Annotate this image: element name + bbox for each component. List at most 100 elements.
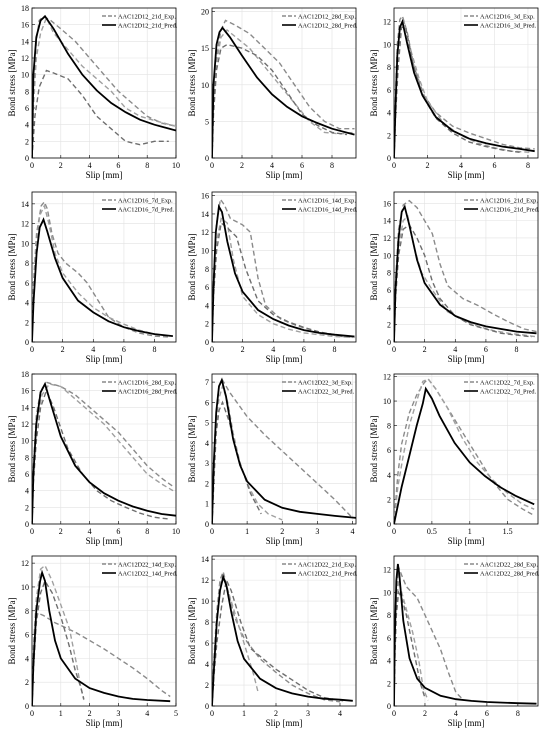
chart-panel: 0 2 4 6 8 0 2 4 6 8 10 12 14 16 Slip [mm] Bond stress [… bbox=[187, 191, 358, 364]
y-tick-label: 10 bbox=[21, 71, 29, 80]
y-tick-label: 18 bbox=[21, 370, 29, 379]
exp-series-line bbox=[394, 590, 426, 706]
y-tick-label: 6 bbox=[25, 470, 29, 479]
y-axis-label: Bond stress [MPa] bbox=[7, 233, 17, 300]
y-tick-label: 2 bbox=[387, 131, 391, 140]
y-tick-label: 10 bbox=[383, 251, 391, 260]
pred-series-line bbox=[32, 14, 176, 158]
x-tick-label: 2 bbox=[59, 527, 63, 536]
exp-series-line bbox=[394, 14, 535, 158]
plot-frame bbox=[211, 373, 357, 525]
y-tick-label: 0 bbox=[25, 154, 29, 163]
y-tick-label: 2 bbox=[25, 318, 29, 327]
legend-exp-label: AAC12D16_14d_Exp. bbox=[298, 198, 356, 205]
x-tick-label: 0 bbox=[30, 161, 34, 170]
x-tick-label: 2 bbox=[274, 709, 278, 718]
x-tick-label: 6 bbox=[116, 527, 120, 536]
y-tick-label: 16 bbox=[21, 21, 29, 30]
y-tick-label: 6 bbox=[205, 398, 209, 407]
y-tick-label: 18 bbox=[21, 4, 29, 13]
y-tick-label: 2 bbox=[25, 137, 29, 146]
y-axis-label: Bond stress [MPa] bbox=[187, 233, 197, 300]
legend-exp-label: AAC12D16_21d_Exp. bbox=[480, 198, 538, 205]
legend-exp-label: AAC12D16_7d_Exp. bbox=[118, 198, 173, 205]
exp-series-line bbox=[394, 377, 535, 524]
legend-pred-label: AAC12D22_7d_Pred. bbox=[480, 389, 537, 396]
pred-series-line bbox=[32, 217, 173, 342]
pred-series-line bbox=[394, 204, 537, 342]
exp-series-line bbox=[394, 567, 465, 706]
exp-series-line bbox=[394, 223, 532, 342]
y-tick-label: 4 bbox=[25, 487, 29, 496]
legend-pred-label: AAC12D16_28d_Pred. bbox=[118, 389, 178, 396]
y-tick-label: 6 bbox=[387, 446, 391, 455]
chart-panel: 0 2 4 6 8 0 2 4 6 8 10 12 Slip [mm] Bond stress [MPa]… bbox=[369, 555, 540, 728]
y-tick-label: 14 bbox=[201, 210, 209, 219]
exp-series-line bbox=[212, 577, 344, 706]
exp-series-line bbox=[212, 19, 355, 158]
x-tick-label: 8 bbox=[153, 345, 157, 354]
x-tick-label: 4 bbox=[453, 345, 457, 354]
pred-series-line bbox=[394, 386, 535, 524]
y-tick-label: 0 bbox=[205, 520, 209, 529]
chart-panel: 0 2 4 6 8 0 5 10 15 20 Slip [mm] Bond stress [MPa] A… bbox=[187, 7, 358, 180]
exp-series-line bbox=[394, 199, 537, 342]
y-tick-label: 6 bbox=[25, 104, 29, 113]
exp-series-line bbox=[32, 16, 176, 158]
x-tick-label: 8 bbox=[330, 161, 334, 170]
y-tick-label: 6 bbox=[25, 279, 29, 288]
y-tick-label: 14 bbox=[21, 403, 29, 412]
y-tick-label: 6 bbox=[205, 639, 209, 648]
y-tick-label: 10 bbox=[201, 597, 209, 606]
y-tick-label: 12 bbox=[21, 220, 29, 229]
y-tick-label: 8 bbox=[387, 269, 391, 278]
x-tick-label: 6 bbox=[122, 345, 126, 354]
y-tick-label: 10 bbox=[201, 81, 209, 90]
y-tick-label: 2 bbox=[387, 321, 391, 330]
x-tick-label: 1 bbox=[59, 709, 63, 718]
y-tick-label: 0 bbox=[205, 154, 209, 163]
x-axis-label: Slip [mm] bbox=[86, 536, 123, 546]
exp-series-line bbox=[32, 203, 170, 342]
y-tick-label: 8 bbox=[25, 87, 29, 96]
legend-pred-label: AAC12D16_14d_Pred. bbox=[298, 207, 358, 214]
plot-frame bbox=[393, 191, 539, 343]
y-axis-label: Bond stress [MPa] bbox=[7, 49, 17, 116]
x-tick-label: 4 bbox=[145, 709, 149, 718]
y-tick-label: 12 bbox=[201, 228, 209, 237]
chart-panel: 0 0.5 1 1.5 0 2 4 6 8 10 12 Slip [mm] Bond stress [M… bbox=[369, 372, 539, 546]
pred-series-line bbox=[32, 569, 171, 706]
y-axis-label: Bond stress [MPa] bbox=[369, 233, 379, 300]
legend-pred-label: AAC12D16_7d_Pred. bbox=[118, 207, 175, 214]
x-tick-label: 4 bbox=[338, 709, 342, 718]
legend-exp-label: AAC12D12_21d_Exp. bbox=[118, 14, 176, 21]
x-tick-label: 8 bbox=[145, 161, 149, 170]
x-tick-label: 0 bbox=[210, 527, 214, 536]
x-tick-label: 4 bbox=[91, 345, 95, 354]
y-axis-label: Bond stress [MPa] bbox=[7, 597, 17, 664]
exp-series-line bbox=[394, 26, 520, 158]
y-tick-label: 0 bbox=[25, 702, 29, 711]
exp-series-line bbox=[212, 43, 348, 158]
x-tick-label: 0.5 bbox=[427, 527, 437, 536]
x-tick-label: 0 bbox=[30, 709, 34, 718]
legend-pred-label: AAC12D16_21d_Pred. bbox=[480, 207, 540, 214]
x-tick-label: 2 bbox=[59, 161, 63, 170]
x-tick-label: 6 bbox=[484, 345, 488, 354]
y-tick-label: 0 bbox=[205, 702, 209, 711]
y-tick-label: 2 bbox=[205, 681, 209, 690]
y-tick-label: 6 bbox=[387, 634, 391, 643]
chart-panel: 0 2 4 6 8 0 2 4 6 8 10 12 14 16 Slip [mm] Bond stress [… bbox=[369, 191, 540, 364]
y-tick-label: 4 bbox=[25, 121, 29, 130]
x-tick-label: 3 bbox=[116, 709, 120, 718]
x-tick-label: 8 bbox=[515, 345, 519, 354]
y-tick-label: 10 bbox=[201, 247, 209, 256]
x-tick-label: 3 bbox=[306, 709, 310, 718]
plot-frame bbox=[31, 373, 177, 525]
exp-series-line bbox=[394, 214, 537, 342]
y-tick-label: 0 bbox=[205, 338, 209, 347]
plot-frame bbox=[211, 555, 357, 707]
y-tick-label: 10 bbox=[21, 437, 29, 446]
pred-series-line bbox=[32, 381, 176, 524]
